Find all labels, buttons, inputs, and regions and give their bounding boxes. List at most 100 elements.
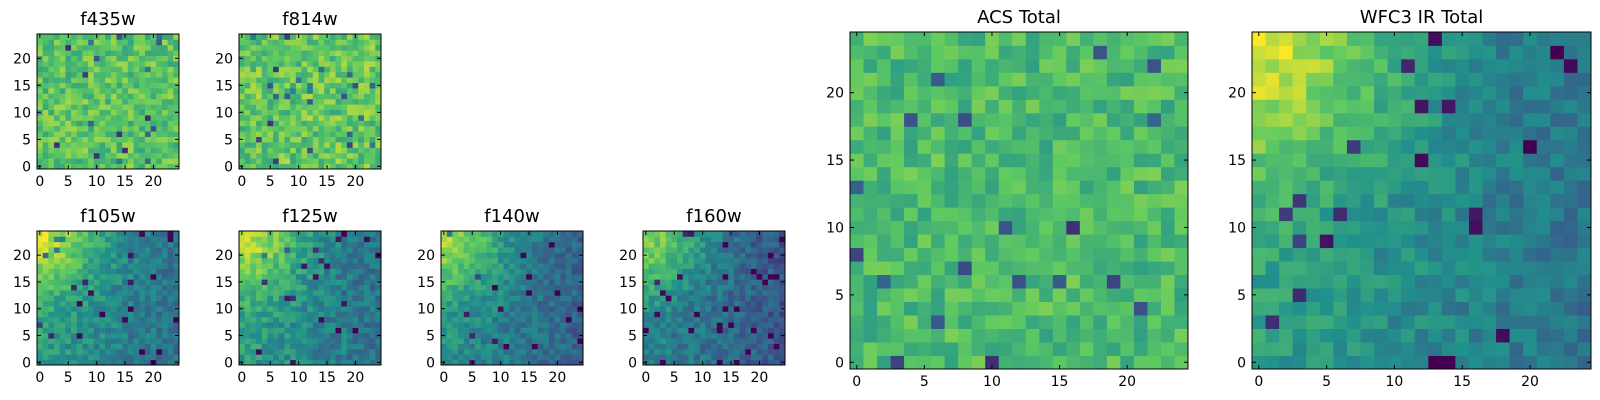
heatmap-cell [665,273,672,280]
heatmap-cell [76,93,83,100]
heatmap-cell [497,311,504,318]
heatmap-cell [548,332,555,339]
heatmap-cell [244,163,251,170]
heatmap-cell [1496,355,1511,370]
heatmap-cell [904,112,918,127]
heatmap-cell [1346,193,1361,208]
heatmap-cell [239,322,246,328]
heatmap-cell [711,257,718,264]
y-tick-label: 5 [22,132,31,148]
heatmap-cell [110,136,117,143]
heatmap-cell [554,316,561,323]
heatmap-cell [352,279,359,285]
heatmap-cell [250,273,257,280]
heatmap-cell [1025,328,1040,343]
heatmap-cell [139,300,146,307]
heatmap-cell [688,289,695,296]
heatmap-cell [497,263,504,269]
heatmap-cell [660,241,667,248]
heatmap-cell [54,158,61,164]
heatmap-cell [944,85,959,100]
heatmap-cell [42,147,49,154]
heatmap-cell [59,236,66,243]
heatmap-cell [931,261,946,276]
heatmap-cell [694,327,701,334]
heatmap-cell [173,348,180,355]
heatmap-cell [324,279,331,285]
heatmap-cell [711,263,718,269]
heatmap-cell [324,66,331,73]
heatmap-cell [99,142,106,148]
heatmap-cell [105,241,112,248]
heatmap-cell [352,142,359,148]
heatmap-cell [127,104,134,110]
heatmap-cell [88,338,95,344]
heatmap-cell [779,231,786,237]
heatmap-cell [324,136,331,143]
heatmap-cell [244,136,251,143]
heatmap-cell [99,289,106,296]
heatmap-cell [156,88,163,94]
heatmap-cell [65,39,72,46]
heatmap-cell [571,300,578,307]
heatmap-cell [99,241,106,248]
heatmap-cell [863,234,878,249]
heatmap-cell [335,284,342,291]
heatmap-cell [250,359,257,366]
heatmap-cell [250,109,257,116]
heatmap-cell [890,328,905,343]
heatmap-cell [244,247,251,253]
heatmap-cell [116,289,123,296]
heatmap-cell [877,32,891,46]
heatmap-cell [156,273,163,280]
heatmap-cell [1066,247,1081,262]
heatmap-cell [250,306,257,312]
heatmap-cell [671,268,678,275]
heatmap-cell [571,332,578,339]
panel-title: f814w [282,9,337,30]
heatmap-cell [917,207,932,222]
heatmap-cell [122,241,129,248]
heatmap-cell [877,180,891,195]
heatmap-cell [1252,153,1266,168]
heatmap-cell [520,268,527,275]
heatmap-cell [728,295,735,302]
heatmap-cell [1333,274,1348,289]
heatmap-cell [1174,274,1189,289]
heatmap-cell [76,252,83,259]
heatmap-cell [290,263,297,269]
heatmap-cell [509,359,516,366]
heatmap-cell [312,44,319,51]
heatmap-cell [446,279,453,285]
heatmap-cell [110,332,117,339]
heatmap-cell [54,61,61,67]
heatmap-cell [492,289,499,296]
heatmap-cell [290,289,297,296]
heatmap-cell [54,252,61,259]
heatmap-cell [324,125,331,132]
heatmap-cell [1147,72,1162,87]
heatmap-cell [173,316,180,323]
heatmap-cell [739,231,746,237]
heatmap-cell [88,289,95,296]
heatmap-cell [497,306,504,312]
heatmap-cell [295,284,302,291]
heatmap-cell [745,327,752,334]
heatmap-cell [931,247,946,262]
heatmap-cell [1120,261,1135,276]
heatmap-cell [677,348,684,355]
heatmap-cell [1441,328,1456,343]
heatmap-cell [307,300,314,307]
heatmap-cell [261,158,268,164]
heatmap-cell [890,45,905,60]
heatmap-cell [256,279,263,285]
heatmap-cell [352,354,359,361]
heatmap-cell [1106,139,1121,154]
heatmap-cell [110,66,117,73]
heatmap-cell [554,247,561,253]
heatmap-cell [48,241,55,248]
heatmap-cell [312,66,319,73]
heatmap-cell [273,109,280,116]
heatmap-cell [363,295,371,302]
